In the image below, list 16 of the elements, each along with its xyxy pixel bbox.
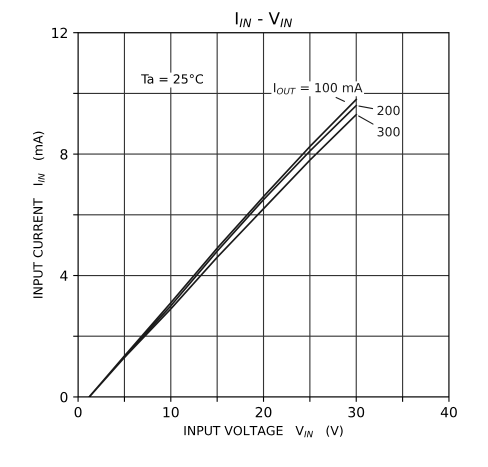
x-tick-label: 0 [74,406,82,418]
text: INPUT CURRENT I$_{IN}$ (mA) [33,132,45,298]
y-tick-label: 8 [60,149,68,160]
legend-label: 300 [378,127,400,136]
legend-label: 200 [378,106,400,116]
y-tick-label: 0 [60,392,68,402]
x-tick-label: 40 [440,406,457,418]
x-tick-label: 30 [348,406,364,418]
y-tick-label: 4 [60,270,68,281]
y-tick-label: 12 [52,28,67,38]
x-tick-label: 10 [163,406,179,418]
x-tick-label: 20 [256,406,272,418]
text: INPUT VOLTAGE V$_{IN}$ (V) [184,426,343,438]
annotation: Ta = 25°C [141,74,203,84]
series-label: I$_{OUT}$ = 100 mA [274,82,362,94]
chart-title: I$_{IN}$ - V$_{IN}$ [236,12,292,28]
